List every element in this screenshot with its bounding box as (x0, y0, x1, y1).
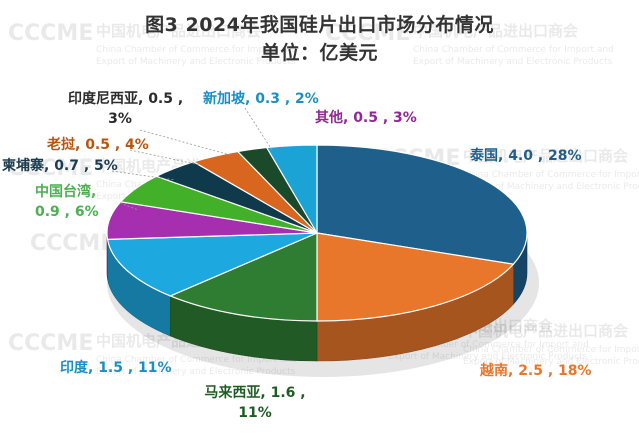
data-label: 其他, 0.5 , 3% (315, 109, 417, 126)
data-label: 0.9 , 6% (35, 204, 99, 220)
data-label: 马来西亚, 1.6 , (204, 385, 305, 401)
watermark-logo: CCCME (8, 21, 93, 46)
leader-line (139, 129, 231, 156)
watermark-logo: CCCME (325, 21, 410, 46)
watermark-cn: 中国机电产品进出口商会 (413, 22, 578, 40)
watermark-cn: 中国机电产品进出口商会 (463, 322, 628, 340)
watermark-en: China Chamber of Commerce for Import and (96, 45, 297, 55)
data-label: 中国台湾, (35, 183, 96, 200)
watermark-en: Export of Machinery and Electronic Produ… (388, 352, 588, 362)
watermark-logo: CCCME (8, 156, 93, 181)
watermark-cn: 中国机电产品进出口商会 (96, 22, 261, 40)
pie-slice (265, 144, 318, 236)
data-label: 泰国, 4.0 , 28% (469, 147, 582, 164)
data-labels: 泰国, 4.0 , 28% 越南, 2.5 , 18% 马来西亚, 1.6 , 11%… (2, 90, 592, 421)
data-label: 印度, 1.5 , 11% (60, 359, 172, 376)
data-label: 印度尼西亚, 0.5 , (68, 90, 183, 107)
leader-line (119, 202, 139, 211)
leader-line (244, 107, 273, 151)
data-label: 新加坡, 0.3 , 2% (203, 90, 319, 107)
watermark-en: Export of Machinery and Electronic Produ… (96, 367, 296, 377)
pie-slice (316, 232, 515, 322)
chart-unit: 单位：亿美元 (260, 42, 378, 64)
pie-slice (106, 232, 318, 297)
pie-slice (168, 232, 318, 322)
watermark-en: Export of Machinery and Electronic Produ… (96, 57, 296, 67)
watermark-en: Export of Machinery and Electronic Produ… (463, 357, 639, 367)
watermark-cn: 中国机电产品进出口商会 (463, 147, 628, 165)
watermark-logo: CCCME (30, 231, 115, 256)
pie-slice (316, 144, 528, 265)
data-label: 11% (238, 405, 272, 421)
watermark-en: Export of Machinery and Electronic Produ… (413, 57, 613, 67)
watermark-en: China Chamber of Commerce for Import and (463, 170, 639, 180)
data-label: 越南, 2.5 , 18% (479, 362, 592, 379)
watermark-en: China Chamber of Commerce for Import and (96, 355, 297, 365)
watermark-en: China Chamber of Commerce for Import and (388, 340, 589, 350)
watermark-logo: CCCME (8, 331, 93, 356)
data-label: 老挝, 0.5 , 4% (47, 136, 149, 153)
watermark-en: China Chamber of Commerce for Import and (413, 45, 614, 55)
leader-line (111, 170, 176, 181)
data-label: 3% (108, 111, 132, 127)
watermark-en: China Chamber of Commerce for Import and (463, 345, 639, 355)
data-label: 柬埔寨, 0.7 , 5% (2, 157, 118, 174)
chart-title: 图3 2024年我国硅片出口市场分布情况 (145, 14, 494, 36)
pie-chart (106, 144, 539, 377)
watermark-en: Export of Machinery and Electronic Produ… (463, 182, 639, 192)
